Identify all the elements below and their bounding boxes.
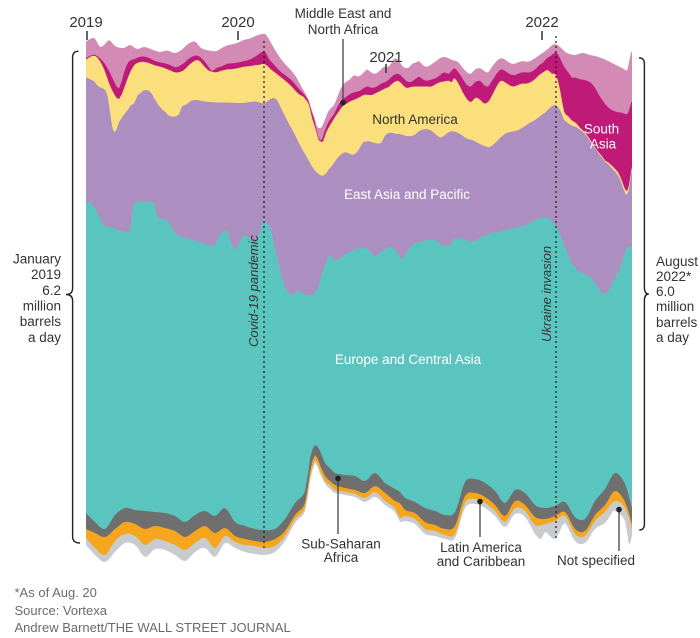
- svg-text:2020: 2020: [221, 14, 254, 31]
- svg-text:2022*: 2022*: [656, 269, 692, 284]
- svg-text:South: South: [584, 122, 619, 137]
- svg-text:Middle East and: Middle East and: [295, 6, 392, 21]
- svg-text:barrels: barrels: [656, 315, 698, 330]
- svg-text:6.0: 6.0: [656, 284, 675, 299]
- svg-text:barrels: barrels: [20, 314, 62, 329]
- svg-text:Latin America: Latin America: [440, 540, 522, 555]
- svg-text:million: million: [23, 299, 61, 314]
- svg-text:Covid-19 pandemic: Covid-19 pandemic: [246, 234, 261, 347]
- svg-text:2022: 2022: [525, 14, 558, 31]
- svg-text:Africa: Africa: [324, 550, 359, 565]
- svg-text:a day: a day: [656, 330, 689, 345]
- svg-text:2019: 2019: [69, 14, 102, 31]
- svg-text:Source: Vortexa: Source: Vortexa: [15, 603, 108, 618]
- svg-text:2021: 2021: [369, 49, 402, 66]
- svg-text:Europe and Central Asia: Europe and Central Asia: [335, 352, 482, 367]
- svg-text:North Africa: North Africa: [308, 22, 379, 37]
- svg-text:*As of Aug. 20: *As of Aug. 20: [15, 585, 97, 600]
- svg-text:January: January: [13, 252, 61, 267]
- svg-text:Asia: Asia: [590, 137, 617, 152]
- svg-text:a day: a day: [28, 330, 61, 345]
- svg-text:East Asia and Pacific: East Asia and Pacific: [344, 187, 470, 202]
- svg-text:and Caribbean: and Caribbean: [437, 554, 526, 569]
- svg-text:Not specified: Not specified: [557, 553, 635, 568]
- svg-text:2019: 2019: [31, 267, 61, 282]
- svg-text:Ukraine invasion: Ukraine invasion: [539, 246, 554, 342]
- svg-text:6.2: 6.2: [42, 283, 61, 298]
- svg-text:Sub-Saharan: Sub-Saharan: [301, 537, 381, 552]
- svg-text:August: August: [656, 254, 698, 269]
- svg-text:million: million: [656, 299, 694, 314]
- svg-text:North America: North America: [372, 112, 458, 127]
- svg-text:Andrew Barnett/THE WALL STREET: Andrew Barnett/THE WALL STREET JOURNAL: [15, 620, 291, 635]
